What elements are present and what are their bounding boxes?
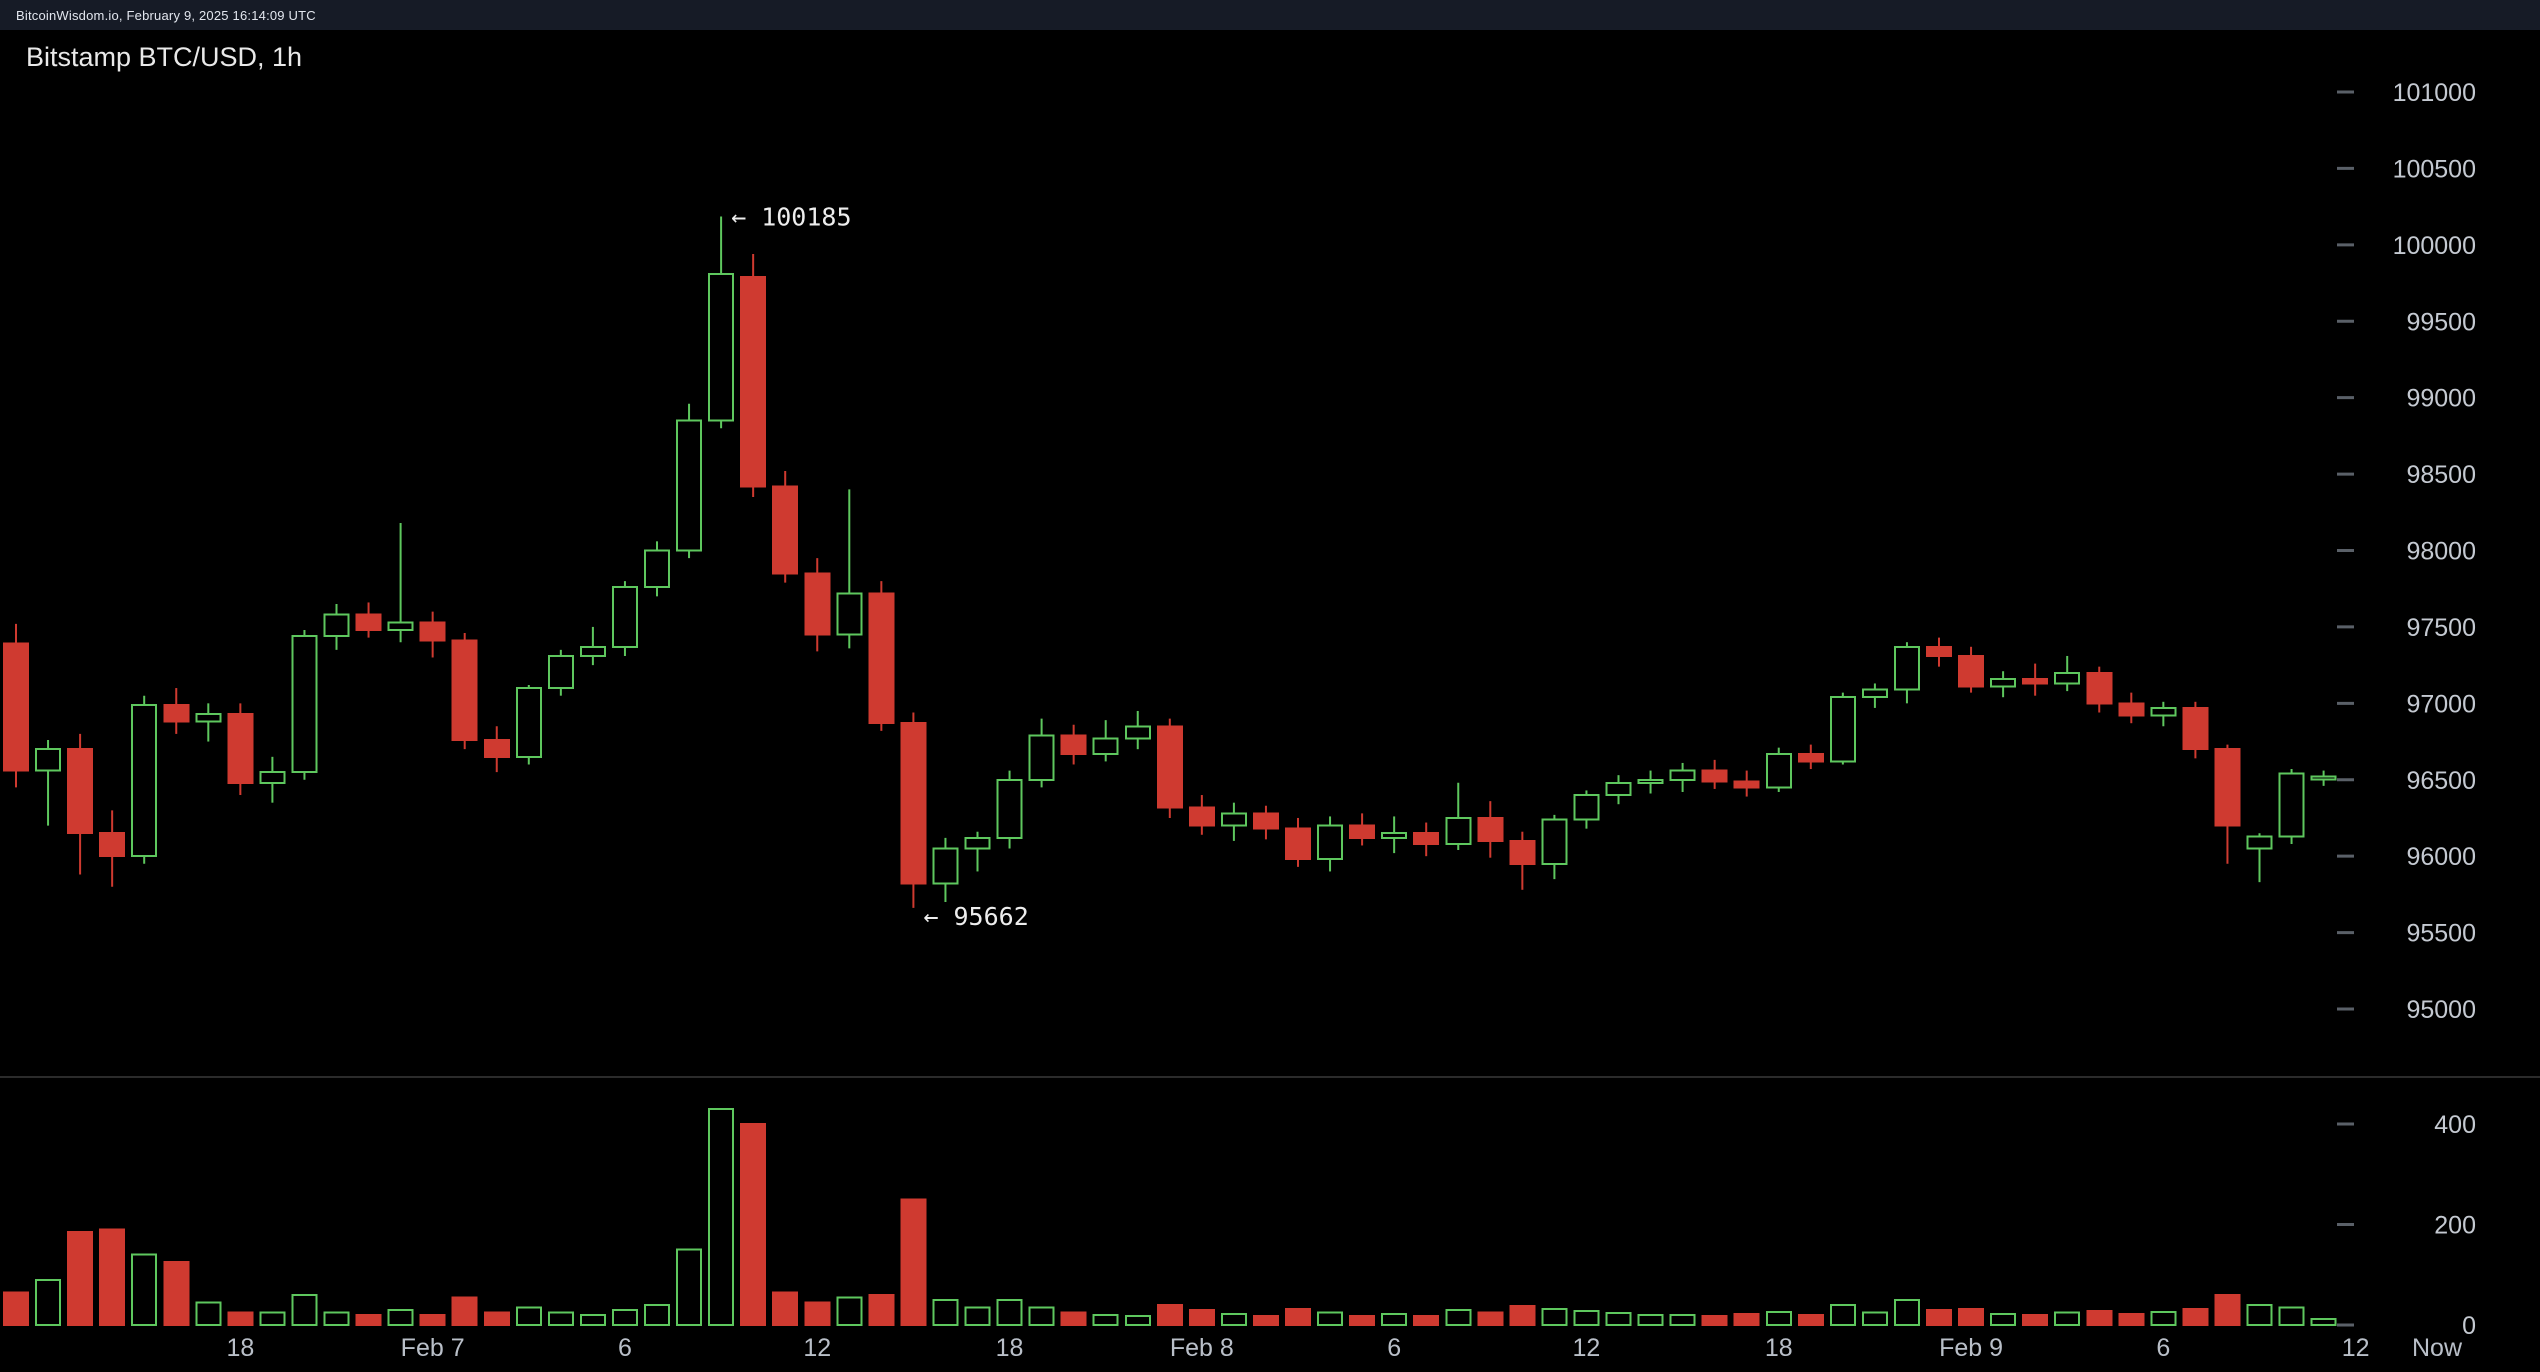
volume-axis: 400 200 0 xyxy=(2337,1111,2476,1340)
svg-text:97500: 97500 xyxy=(2406,614,2476,642)
svg-text:98500: 98500 xyxy=(2406,461,2476,489)
svg-text:Feb 7: Feb 7 xyxy=(401,1334,465,1362)
svg-text:12: 12 xyxy=(803,1334,831,1362)
svg-text:Feb 9: Feb 9 xyxy=(1939,1334,2003,1362)
high-annotation: ← 100185 xyxy=(731,203,851,232)
volume-bars xyxy=(3,1107,2337,1327)
svg-text:96500: 96500 xyxy=(2406,767,2476,795)
svg-text:6: 6 xyxy=(1387,1334,1401,1362)
svg-text:0: 0 xyxy=(2462,1312,2476,1340)
svg-text:6: 6 xyxy=(2156,1334,2170,1362)
svg-text:97000: 97000 xyxy=(2406,690,2476,718)
svg-text:18: 18 xyxy=(226,1334,254,1362)
clock-text: BitcoinWisdom.io, February 9, 2025 16:14… xyxy=(16,7,316,23)
svg-text:18: 18 xyxy=(996,1334,1024,1362)
svg-text:99500: 99500 xyxy=(2406,308,2476,336)
svg-text:99000: 99000 xyxy=(2406,385,2476,413)
chart-title: Bitstamp BTC/USD, 1h xyxy=(26,42,303,72)
low-annotation: ← 95662 xyxy=(923,902,1028,931)
svg-text:101000: 101000 xyxy=(2393,79,2476,107)
price-annotations: ← 100185 ← 95662 xyxy=(731,203,1029,931)
svg-text:12: 12 xyxy=(2342,1334,2370,1362)
svg-text:18: 18 xyxy=(1765,1334,1793,1362)
time-axis: 18 Feb 7 6 12 18 Feb 8 6 12 18 Feb 9 6 12 Now xyxy=(226,1334,2463,1362)
svg-text:12: 12 xyxy=(1573,1334,1601,1362)
svg-text:Feb 8: Feb 8 xyxy=(1170,1334,1234,1362)
svg-text:95500: 95500 xyxy=(2406,920,2476,948)
svg-text:100500: 100500 xyxy=(2393,155,2476,183)
price-axis: 101000 100500 100000 99500 99000 98500 98000 97… xyxy=(2337,79,2476,1024)
svg-text:98000: 98000 xyxy=(2406,538,2476,566)
candles xyxy=(3,216,2337,908)
svg-text:100000: 100000 xyxy=(2393,232,2476,260)
svg-text:6: 6 xyxy=(618,1334,632,1362)
svg-text:95000: 95000 xyxy=(2406,996,2476,1024)
top-status-bar: BitcoinWisdom.io, February 9, 2025 16:14… xyxy=(0,0,2540,30)
svg-text:200: 200 xyxy=(2434,1212,2476,1240)
svg-text:Now: Now xyxy=(2412,1334,2463,1362)
svg-text:96000: 96000 xyxy=(2406,843,2476,871)
svg-text:400: 400 xyxy=(2434,1111,2476,1139)
